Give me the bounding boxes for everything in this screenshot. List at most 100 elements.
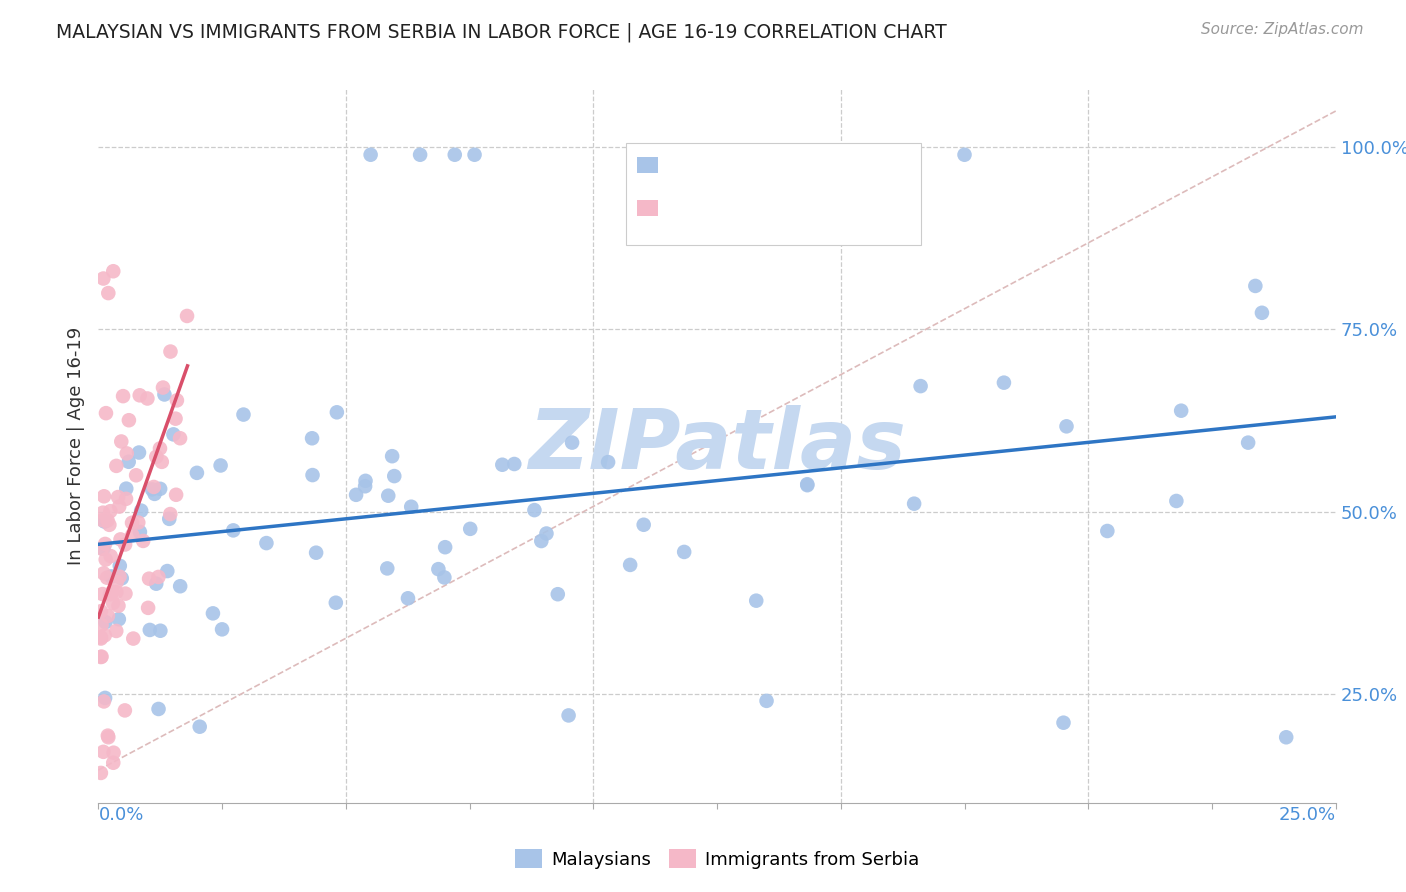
Point	[103, 746, 125, 760]
Point	[209, 458, 232, 473]
Point	[93, 515, 115, 529]
Point	[169, 579, 191, 593]
Point	[94, 537, 117, 551]
Point	[536, 526, 558, 541]
Point	[118, 455, 141, 469]
Point	[561, 435, 583, 450]
Point	[111, 571, 134, 585]
Point	[434, 540, 457, 554]
Point	[93, 566, 115, 581]
Point	[157, 512, 180, 526]
Point	[145, 576, 167, 591]
Point	[301, 468, 323, 483]
Point	[115, 482, 138, 496]
Point	[93, 541, 115, 556]
Point	[94, 406, 117, 420]
Point	[98, 504, 121, 518]
Point	[128, 388, 150, 402]
Point	[148, 570, 170, 584]
Point	[162, 427, 184, 442]
Text: 0.154: 0.154	[713, 153, 769, 171]
Point	[1052, 715, 1074, 730]
Point	[105, 624, 128, 638]
Point	[149, 624, 172, 638]
Point	[93, 745, 115, 759]
Point	[108, 558, 131, 573]
Point	[93, 271, 115, 285]
Point	[107, 490, 129, 504]
Point	[91, 506, 114, 520]
Point	[910, 379, 932, 393]
Point	[1251, 306, 1274, 320]
Point	[118, 413, 141, 427]
Text: R =: R =	[673, 196, 713, 214]
Point	[443, 147, 465, 161]
Text: MALAYSIAN VS IMMIGRANTS FROM SERBIA IN LABOR FORCE | AGE 16-19 CORRELATION CHART: MALAYSIAN VS IMMIGRANTS FROM SERBIA IN L…	[56, 22, 948, 42]
Point	[105, 585, 128, 599]
Point	[796, 477, 818, 491]
Point	[491, 458, 513, 472]
Y-axis label: In Labor Force | Age 16-19: In Labor Force | Age 16-19	[66, 326, 84, 566]
Point	[103, 264, 125, 278]
Text: Source: ZipAtlas.com: Source: ZipAtlas.com	[1201, 22, 1364, 37]
Point	[96, 513, 118, 527]
Text: ZIPatlas: ZIPatlas	[529, 406, 905, 486]
Point	[903, 497, 925, 511]
Point	[1056, 419, 1078, 434]
Point	[222, 524, 245, 538]
Point	[344, 488, 367, 502]
Text: 0.455: 0.455	[713, 196, 769, 214]
Point	[375, 561, 398, 575]
Point	[107, 599, 129, 613]
Point	[156, 564, 179, 578]
Point	[101, 585, 124, 599]
Point	[503, 457, 526, 471]
Point	[186, 466, 208, 480]
Point	[98, 517, 121, 532]
Point	[129, 503, 152, 517]
Point	[596, 455, 619, 469]
Point	[153, 387, 176, 401]
Point	[114, 587, 136, 601]
Point	[108, 612, 131, 626]
Point	[110, 434, 132, 449]
Point	[745, 593, 768, 607]
Point	[165, 411, 187, 425]
Point	[91, 513, 114, 527]
Text: N =: N =	[762, 196, 814, 214]
Point	[953, 147, 976, 161]
Point	[523, 503, 546, 517]
Point	[90, 630, 112, 644]
Point	[1097, 524, 1119, 538]
Point	[114, 703, 136, 717]
Point	[547, 587, 569, 601]
Point	[166, 393, 188, 408]
Point	[90, 618, 112, 632]
Point	[90, 604, 112, 618]
Point	[427, 562, 450, 576]
Point	[149, 482, 172, 496]
Point	[152, 380, 174, 394]
Text: 75: 75	[830, 153, 855, 171]
Point	[108, 569, 131, 583]
Point	[176, 309, 198, 323]
Point	[90, 650, 112, 665]
Point	[211, 623, 233, 637]
Text: N =: N =	[762, 153, 814, 171]
Point	[148, 702, 170, 716]
Point	[1244, 279, 1267, 293]
Point	[169, 431, 191, 445]
Point	[673, 545, 696, 559]
Point	[132, 533, 155, 548]
Point	[143, 487, 166, 501]
Point	[128, 445, 150, 459]
Point	[90, 766, 112, 780]
Point	[129, 524, 152, 539]
Point	[93, 694, 115, 708]
Point	[121, 516, 143, 530]
Point	[115, 446, 138, 460]
Point	[90, 649, 112, 664]
Point	[201, 607, 224, 621]
Point	[409, 147, 432, 161]
Point	[149, 442, 172, 456]
